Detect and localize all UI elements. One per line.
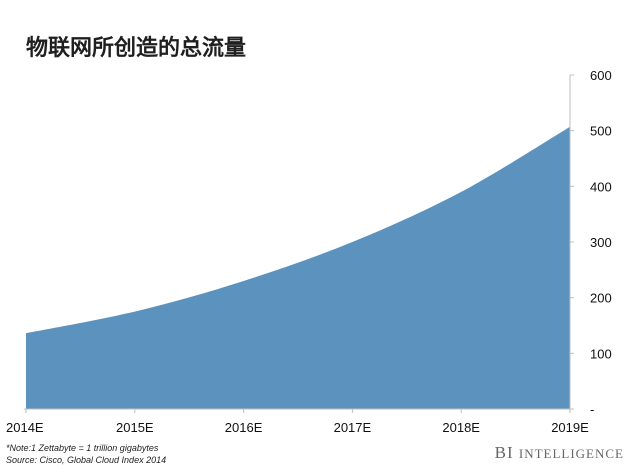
y-axis: - 100 200 300 400 500 600	[569, 68, 612, 417]
y-tick-label-500: 500	[590, 124, 612, 139]
brand-bi: BI	[494, 443, 514, 462]
footnote-source: Source: Cisco, Global Cloud Index 2014	[6, 455, 167, 465]
plot-area	[26, 126, 570, 410]
x-tick-label-2015E: 2015E	[116, 420, 154, 435]
footnotes: *Note:1 Zettabyte = 1 trillion gigabytes…	[6, 442, 166, 466]
y-tick-label-0: -	[590, 402, 594, 417]
bi-intelligence-logo: BI Intelligence	[495, 443, 624, 463]
y-tick-label-200: 200	[590, 291, 612, 306]
x-tick-label-2018E: 2018E	[442, 420, 480, 435]
area-series	[26, 126, 570, 410]
footnote-note: *Note:1 Zettabyte = 1 trillion gigabytes	[6, 443, 159, 453]
brand-intelligence: Intelligence	[518, 446, 624, 461]
x-tick-label-2019E: 2019E	[551, 420, 589, 435]
y-tick-label-400: 400	[590, 179, 612, 194]
x-tick-label-2014E: 2014E	[6, 420, 44, 435]
chart-title: 物联网所创造的总流量	[26, 36, 247, 61]
y-tick-label-300: 300	[590, 235, 612, 250]
y-tick-label-600: 600	[590, 68, 612, 83]
x-tick-label-2016E: 2016E	[225, 420, 263, 435]
x-tick-label-2017E: 2017E	[334, 420, 372, 435]
y-tick-label-100: 100	[590, 346, 612, 361]
x-axis: 2014E 2015E 2016E 2017E 2018E 2019E	[6, 408, 589, 435]
